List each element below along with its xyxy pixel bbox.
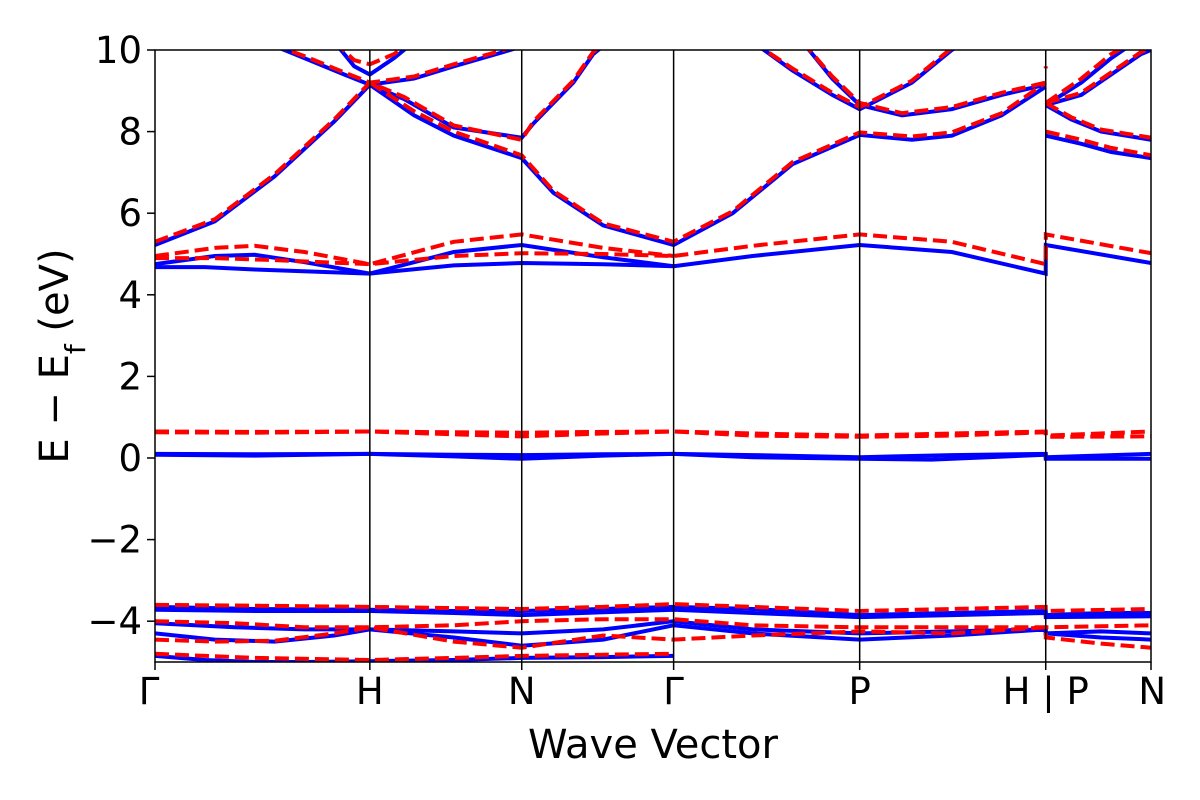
red-dashed-band-14	[1044, 50, 1123, 105]
red-dashed-band-0	[155, 651, 674, 662]
blue-solid-band-14	[806, 50, 1047, 118]
blue-solid-band-13	[760, 50, 956, 112]
blue-solid-band-0	[155, 653, 674, 662]
plot-frame	[154, 49, 1152, 663]
x-axis-ticks: Γ H N Γ P H | P N	[139, 662, 1166, 713]
y-tick-label-4: 4	[118, 274, 142, 317]
red-dashed-band-6	[155, 232, 1151, 267]
y-tick-label-3: 2	[118, 355, 142, 398]
red-dashed-band-2	[155, 617, 1151, 630]
y-tick-label-5: 6	[118, 192, 142, 235]
x-tick-label-2: N	[508, 670, 536, 713]
blue-solid-band-18	[1044, 103, 1151, 142]
blue-solid-band-9	[155, 50, 602, 247]
high-symmetry-lines	[369, 50, 1047, 662]
red-dashed-band-5	[155, 429, 1151, 439]
y-axis-label-sub: f	[59, 343, 92, 354]
y-tick-label-2: 0	[118, 437, 142, 480]
blue-solid-band-10	[368, 83, 1047, 248]
x-tick-label-3: Γ	[663, 670, 684, 713]
y-axis-label-unit: (eV)	[32, 248, 78, 344]
y-axis-ticks: −4 −2 0 2 4 6 8 10	[87, 29, 155, 643]
y-tick-label-1: −2	[87, 519, 142, 562]
y-axis-label: E − Ef (eV)	[32, 248, 92, 463]
red-dashed-band-8	[155, 50, 600, 244]
x-tick-label-0: Γ	[139, 670, 160, 713]
red-dashed-band-12	[761, 50, 953, 110]
red-dashed-band-10	[282, 50, 511, 85]
x-tick-label-1: H	[356, 670, 384, 713]
blue-solid-band-6	[155, 451, 1151, 462]
red-dashed-band-13	[806, 50, 1047, 116]
x-tick-label-4: P	[849, 670, 871, 713]
band-lines	[155, 50, 1151, 662]
x-tick-label-6: N	[1138, 670, 1166, 713]
y-tick-label-7: 10	[95, 29, 142, 72]
red-dashed-band-17	[1044, 101, 1151, 140]
x-tick-label-5: H | P	[1003, 670, 1089, 713]
blue-solid-band-15	[1044, 50, 1127, 107]
red-dashed-band-1	[155, 625, 1151, 650]
red-dashed-band-7	[155, 232, 674, 267]
y-tick-label-6: 8	[118, 111, 142, 154]
y-axis-label-main: E − E	[32, 354, 78, 464]
y-tick-label-0: −4	[87, 600, 142, 643]
blue-solid-band-12	[338, 50, 408, 77]
x-axis-label: Wave Vector	[528, 722, 779, 768]
red-dashed-band-16	[1045, 129, 1151, 158]
red-dashed-band-9	[368, 80, 1047, 244]
blue-solid-band-7	[155, 242, 1151, 277]
blue-solid-band-17	[1045, 133, 1151, 161]
